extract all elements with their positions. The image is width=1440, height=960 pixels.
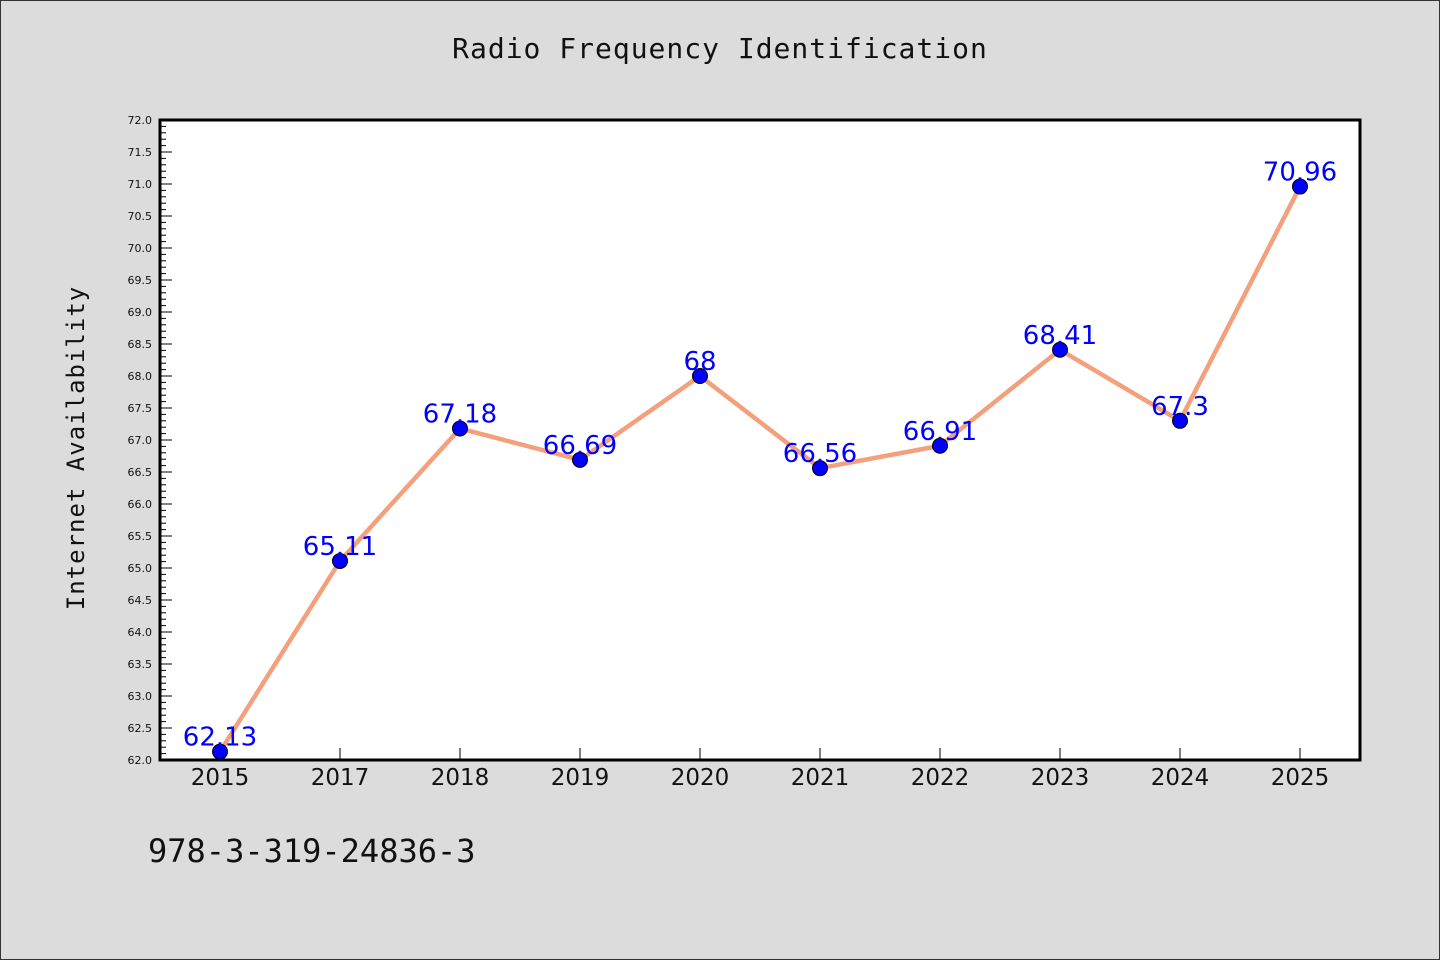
x-tick-label: 2018 (431, 765, 490, 791)
y-tick-label: 62.5 (128, 722, 153, 735)
data-point (692, 368, 708, 384)
data-point (1292, 178, 1308, 195)
y-tick-label: 65.5 (128, 530, 153, 543)
data-label: 67.3 (1151, 392, 1209, 422)
data-label: 68 (683, 347, 716, 377)
data-point (212, 743, 228, 760)
data-point (332, 552, 348, 569)
data-label: 66.56 (783, 439, 857, 469)
data-label: 67.18 (423, 399, 497, 429)
series-line (218, 185, 1303, 753)
y-axis-label: Internet Availability (62, 286, 90, 610)
data-point (1052, 341, 1068, 358)
data-label: 70.96 (1263, 158, 1337, 188)
y-tick-label: 68.5 (128, 338, 153, 351)
y-tick-label: 66.0 (128, 498, 153, 511)
x-tick-label: 2022 (911, 765, 970, 791)
x-tick-label: 2020 (671, 765, 730, 791)
data-label: 62.13 (183, 723, 257, 753)
x-tick-label: 2024 (1151, 765, 1210, 791)
data-point (1172, 412, 1188, 429)
y-tick-label: 69.5 (128, 274, 153, 287)
data-label: 65.11 (303, 532, 377, 562)
y-tick-label: 64.5 (128, 594, 153, 607)
y-tick-label: 71.0 (128, 178, 153, 191)
x-tick-label: 2015 (191, 765, 250, 791)
y-tick-label: 72.0 (128, 114, 153, 127)
y-tick-label: 67.5 (128, 402, 153, 415)
chart-title: Radio Frequency Identification (452, 32, 988, 65)
x-axis-ticks: 2015 2017 2018 2019 2020 2021 2022 2023 2024 2025 (191, 748, 1330, 791)
data-label: 66.69 (543, 431, 617, 461)
x-tick-label: 2017 (311, 765, 370, 791)
data-point (452, 420, 468, 437)
series-group: 62.13 65.11 67.18 66.69 68 66.56 66.91 68.41 67.… (183, 158, 1337, 760)
y-tick-label: 71.5 (128, 146, 153, 159)
data-label: 66.91 (903, 417, 977, 447)
y-tick-label: 68.0 (128, 370, 153, 383)
isbn-footer: 978-3-319-24836-3 (148, 832, 476, 870)
y-tick-label: 69.0 (128, 306, 153, 319)
x-tick-label: 2023 (1031, 765, 1090, 791)
data-point (932, 437, 948, 454)
y-axis-ticks: 62.0 62.5 63.0 63.5 64.0 64.5 65.0 65.5 66.0 66.5… (128, 114, 172, 767)
y-tick-label: 63.5 (128, 658, 153, 671)
y-tick-label: 65.0 (128, 562, 153, 575)
y-tick-label: 66.5 (128, 466, 153, 479)
y-tick-label: 62.0 (128, 754, 153, 767)
y-tick-label: 63.0 (128, 690, 153, 703)
y-tick-label: 67.0 (128, 434, 153, 447)
data-point (572, 451, 588, 468)
data-point (812, 460, 828, 477)
x-tick-label: 2019 (551, 765, 610, 791)
y-tick-label: 70.5 (128, 210, 153, 223)
plot-area (158, 118, 1362, 762)
y-tick-label: 70.0 (128, 242, 153, 255)
x-tick-label: 2025 (1271, 765, 1330, 791)
data-label: 68.41 (1023, 321, 1097, 351)
y-tick-label: 64.0 (128, 626, 153, 639)
x-tick-label: 2021 (791, 765, 850, 791)
